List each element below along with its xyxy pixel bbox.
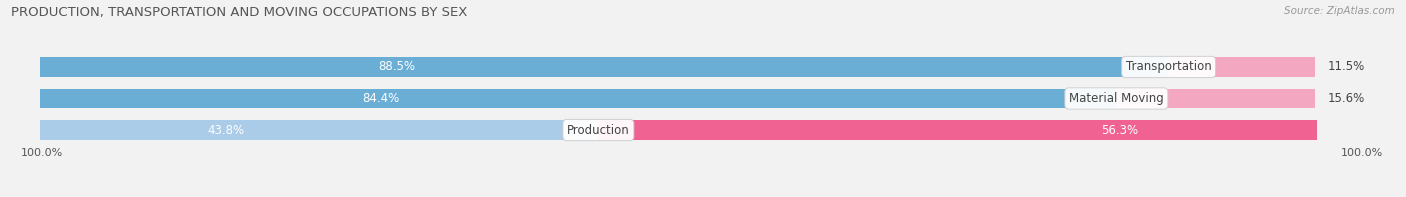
- Bar: [39, 89, 1316, 108]
- Text: 88.5%: 88.5%: [378, 60, 415, 73]
- Text: Material Moving: Material Moving: [1069, 92, 1164, 105]
- Text: 100.0%: 100.0%: [1341, 148, 1384, 158]
- Text: Production: Production: [567, 124, 630, 137]
- Text: Source: ZipAtlas.com: Source: ZipAtlas.com: [1284, 6, 1395, 16]
- Bar: [39, 57, 1316, 77]
- Text: Transportation: Transportation: [1126, 60, 1212, 73]
- Text: 15.6%: 15.6%: [1329, 92, 1365, 105]
- Text: 56.3%: 56.3%: [1101, 124, 1139, 137]
- Text: 11.5%: 11.5%: [1329, 60, 1365, 73]
- Text: PRODUCTION, TRANSPORTATION AND MOVING OCCUPATIONS BY SEX: PRODUCTION, TRANSPORTATION AND MOVING OC…: [11, 6, 468, 19]
- Bar: [39, 89, 1116, 108]
- Bar: [39, 120, 599, 140]
- Text: 84.4%: 84.4%: [363, 92, 399, 105]
- Bar: [599, 120, 1316, 140]
- Bar: [39, 57, 1168, 77]
- Bar: [1168, 57, 1316, 77]
- Bar: [39, 120, 1316, 140]
- Text: 100.0%: 100.0%: [21, 148, 63, 158]
- Bar: [1116, 89, 1316, 108]
- Text: 43.8%: 43.8%: [207, 124, 245, 137]
